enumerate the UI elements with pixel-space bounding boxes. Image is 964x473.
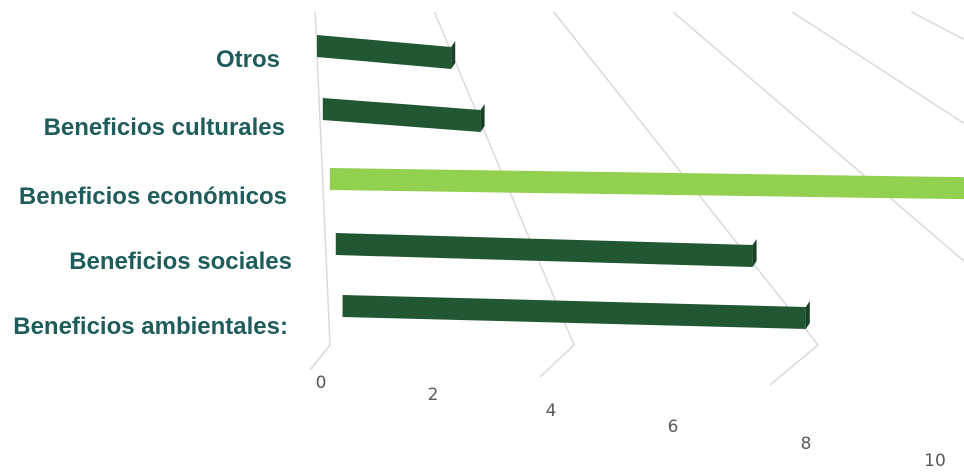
bar-face	[322, 98, 481, 132]
bar	[322, 98, 485, 132]
tick-label: 2	[428, 385, 439, 405]
bar-face	[335, 233, 753, 267]
tick-label: 8	[801, 434, 812, 454]
bar-side	[752, 239, 757, 267]
bar-side	[451, 41, 456, 69]
gridline	[791, 11, 964, 125]
bar-side	[480, 104, 485, 132]
category-label: Otros	[216, 46, 280, 73]
gridlines	[309, 11, 964, 386]
bars	[316, 35, 964, 329]
category-label: Beneficios ambientales:	[13, 313, 288, 340]
gridline	[309, 11, 331, 371]
bar	[342, 295, 810, 329]
bar	[316, 35, 456, 69]
tick-label: 10	[924, 451, 946, 471]
category-label: Beneficios culturales	[44, 114, 285, 141]
bar-side	[805, 301, 810, 329]
bar-face	[342, 295, 806, 329]
bar-face	[329, 168, 964, 200]
category-label: Beneficios económicos	[19, 183, 287, 210]
gridline	[672, 11, 964, 263]
tick-label: 0	[316, 373, 327, 393]
gridline	[911, 11, 964, 41]
bar	[335, 233, 757, 267]
tick-labels: 0 2 4 6 8 10	[316, 373, 946, 471]
category-labels: Otros Beneficios culturales Beneficios eco…	[13, 46, 292, 340]
category-label: Beneficios sociales	[69, 248, 292, 275]
bar-face	[316, 35, 452, 69]
gridline	[553, 11, 820, 386]
bar	[329, 168, 964, 200]
tick-label: 4	[546, 401, 557, 421]
tick-label: 6	[668, 417, 679, 437]
